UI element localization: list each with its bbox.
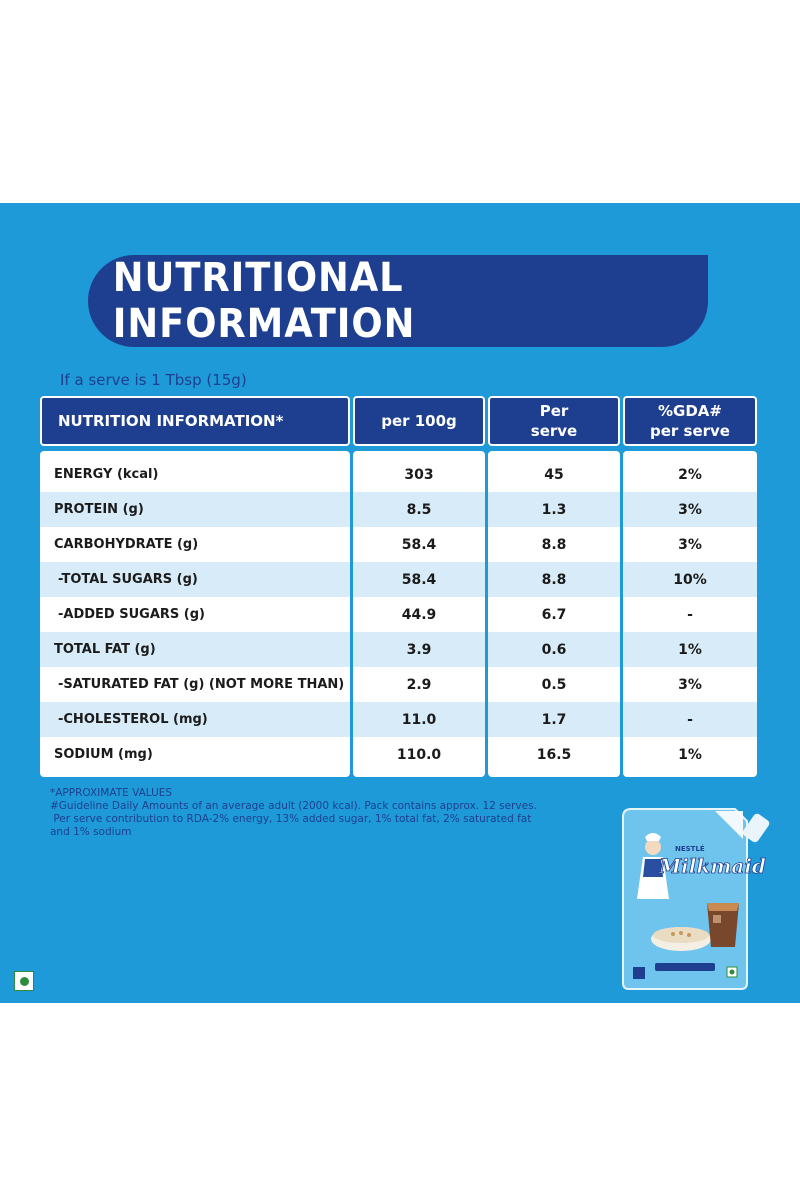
- table-cell: 3%: [678, 536, 702, 553]
- table-cell: 2.9: [406, 676, 432, 693]
- table-cell: 2%: [678, 466, 702, 483]
- table-row: SODIUM (mg): [40, 737, 350, 772]
- table-cell: -: [687, 606, 693, 623]
- header-per-serve-line1: Per: [539, 402, 569, 420]
- header-gda-line1: %GDA#: [658, 402, 722, 420]
- table-cell: 6.7: [541, 606, 567, 623]
- table-cell: 1%: [623, 632, 757, 667]
- pack-maker-text: NESTLÉ: [675, 844, 705, 853]
- table-row: -ADDED SUGARS (g): [40, 597, 350, 632]
- footnote-rda: Per serve contribution to RDA-2% energy,…: [50, 813, 532, 825]
- header-name-label: NUTRITION INFORMATION*: [58, 412, 284, 430]
- table-cell: 1%: [678, 746, 702, 763]
- table-cell: 10%: [623, 562, 757, 597]
- table-cell: 58.4: [353, 562, 485, 597]
- footnotes: *APPROXIMATE VALUES #Guideline Daily Amo…: [50, 787, 570, 839]
- table-row: CARBOHYDRATE (g): [40, 527, 350, 562]
- nutrient-name: ENERGY (kcal): [54, 467, 159, 482]
- table-cell: 58.4: [401, 536, 437, 553]
- footnote-gda: #Guideline Daily Amounts of an average a…: [50, 800, 537, 812]
- header-per-serve: Per serve: [488, 396, 620, 446]
- table-cell: 0.5: [541, 676, 567, 693]
- nutrient-name: -SATURATED FAT (g) (NOT MORE THAN): [58, 677, 345, 692]
- table-row: PROTEIN (g): [40, 492, 350, 527]
- table-cell: 45: [544, 466, 564, 483]
- header-per100-label: per 100g: [381, 412, 457, 430]
- header-gda-line2: per serve: [650, 422, 730, 440]
- nutrient-name: -TOTAL SUGARS (g): [58, 572, 198, 587]
- table-cell: 1.7: [488, 702, 620, 737]
- table-row: -CHOLESTEROL (mg): [40, 702, 350, 737]
- column-gda: 2% 3% 3% 10% - 1% 3% - 1%: [623, 451, 757, 777]
- footnote-approx: *APPROXIMATE VALUES: [50, 787, 173, 799]
- table-cell: 8.5: [353, 492, 485, 527]
- column-per-100g: 303 8.5 58.4 58.4 44.9 3.9 2.9 11.0 110.…: [353, 451, 485, 777]
- table-cell: 303: [404, 466, 434, 483]
- veg-mark-icon: [14, 971, 34, 991]
- table-cell: 3%: [623, 492, 757, 527]
- title-banner: NUTRITIONAL INFORMATION: [88, 255, 708, 347]
- footnote-rda-cont: and 1% sodium: [50, 826, 132, 838]
- table-cell: 0.6: [488, 632, 620, 667]
- table-cell: 110.0: [396, 746, 442, 763]
- column-nutrient-names: ENERGY (kcal) PROTEIN (g) CARBOHYDRATE (…: [40, 451, 350, 777]
- header-per-100g: per 100g: [353, 396, 485, 446]
- table-cell: 16.5: [536, 746, 572, 763]
- product-pack-image: NESTLÉ Milkmaid: [622, 808, 770, 990]
- table-cell: 44.9: [401, 606, 437, 623]
- nutrient-name: -CHOLESTEROL (mg): [58, 712, 208, 727]
- serve-note: If a serve is 1 Tbsp (15g): [60, 371, 247, 389]
- nutrient-name: CARBOHYDRATE (g): [54, 537, 199, 552]
- column-per-serve: 45 1.3 8.8 8.8 6.7 0.6 0.5 1.7 16.5: [488, 451, 620, 777]
- header-per-serve-line2: serve: [530, 422, 578, 440]
- nutrient-name: PROTEIN (g): [54, 502, 144, 517]
- header-nutrition-information: NUTRITION INFORMATION*: [40, 396, 350, 446]
- table-cell: 8.8: [488, 562, 620, 597]
- nutrient-name: SODIUM (mg): [54, 747, 153, 762]
- table-cell: 3%: [678, 676, 702, 693]
- table-cell: 8.8: [541, 536, 567, 553]
- header-gda: %GDA# per serve: [623, 396, 757, 446]
- nutrient-name: -ADDED SUGARS (g): [58, 607, 205, 622]
- pack-brand-text: Milkmaid: [658, 854, 766, 878]
- table-row: TOTAL FAT (g): [40, 632, 350, 667]
- table-row: -TOTAL SUGARS (g): [40, 562, 350, 597]
- page-title: NUTRITIONAL INFORMATION: [112, 255, 416, 347]
- table-row: -SATURATED FAT (g) (NOT MORE THAN): [40, 667, 350, 702]
- nutrition-panel: NUTRITIONAL INFORMATION If a serve is 1 …: [0, 203, 800, 1003]
- table-cell: 11.0: [353, 702, 485, 737]
- table-cell: 3.9: [353, 632, 485, 667]
- table-cell: 1.3: [488, 492, 620, 527]
- nutrient-name: TOTAL FAT (g): [54, 642, 156, 657]
- table-cell: -: [623, 702, 757, 737]
- table-row: ENERGY (kcal): [40, 457, 350, 492]
